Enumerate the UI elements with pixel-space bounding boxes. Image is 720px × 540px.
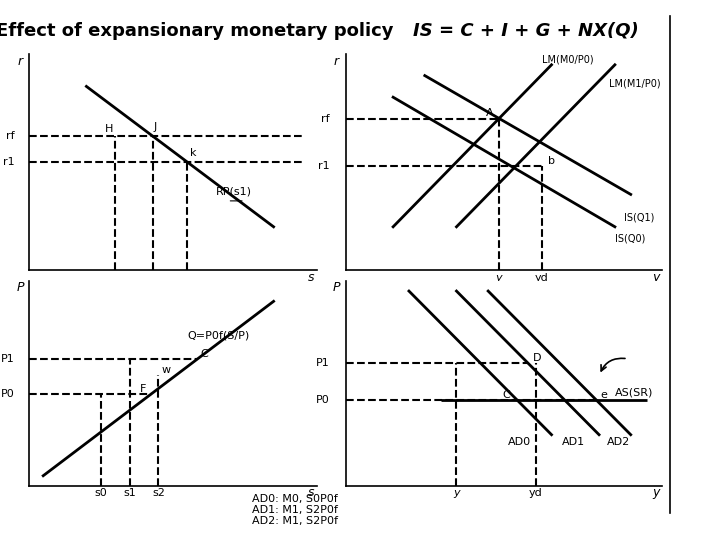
Text: yd: yd <box>528 488 543 498</box>
Text: Effect of expansionary monetary policy: Effect of expansionary monetary policy <box>0 22 393 39</box>
Text: s: s <box>307 271 315 284</box>
Text: y: y <box>652 486 660 500</box>
Text: P1: P1 <box>316 358 330 368</box>
Text: r: r <box>333 55 338 68</box>
Text: s0: s0 <box>94 488 107 498</box>
Text: b: b <box>549 156 555 166</box>
Text: r1: r1 <box>3 157 14 167</box>
Text: r: r <box>17 55 23 68</box>
Text: s1: s1 <box>123 488 136 498</box>
Text: F: F <box>140 383 146 394</box>
Text: e: e <box>601 390 608 400</box>
Text: AS(SR): AS(SR) <box>615 388 653 398</box>
Text: AD0: M0, S0P0f: AD0: M0, S0P0f <box>252 494 338 504</box>
Text: P: P <box>17 281 24 294</box>
Text: D: D <box>533 353 541 363</box>
Text: k: k <box>189 147 197 158</box>
Text: yd: yd <box>535 273 549 283</box>
Text: r1: r1 <box>318 161 330 171</box>
Text: H: H <box>105 124 114 134</box>
Text: P0: P0 <box>316 395 330 405</box>
Text: w: w <box>161 365 171 375</box>
Text: LM(M1/P0): LM(M1/P0) <box>608 78 660 89</box>
Text: LM(M0/P0): LM(M0/P0) <box>542 55 594 65</box>
Text: IS(Q0): IS(Q0) <box>615 234 645 244</box>
Text: J: J <box>154 122 157 132</box>
Text: AD0: AD0 <box>508 437 531 447</box>
Text: AD1: AD1 <box>562 437 585 447</box>
Text: y: y <box>652 271 660 284</box>
Text: AD1: M1, S2P0f: AD1: M1, S2P0f <box>252 505 338 515</box>
Text: C: C <box>201 349 208 359</box>
Text: y: y <box>453 488 460 498</box>
Text: C: C <box>503 390 510 400</box>
Text: rf: rf <box>321 113 330 124</box>
Text: y: y <box>495 273 503 283</box>
Text: A: A <box>486 109 494 118</box>
Text: s: s <box>307 486 315 500</box>
Text: IS = C + I + G + NX(Q): IS = C + I + G + NX(Q) <box>413 22 639 39</box>
Text: AD2: AD2 <box>606 437 630 447</box>
Text: RP(s1): RP(s1) <box>216 186 252 197</box>
Text: AD2: M1, S2P0f: AD2: M1, S2P0f <box>252 516 338 526</box>
Text: P1: P1 <box>1 354 14 364</box>
Text: Q=P0f(S/P): Q=P0f(S/P) <box>187 330 249 340</box>
Text: P0: P0 <box>1 389 14 399</box>
Text: rf: rf <box>6 131 14 141</box>
Text: P: P <box>333 281 340 294</box>
Text: IS(Q1): IS(Q1) <box>624 212 654 222</box>
Text: s2: s2 <box>152 488 165 498</box>
